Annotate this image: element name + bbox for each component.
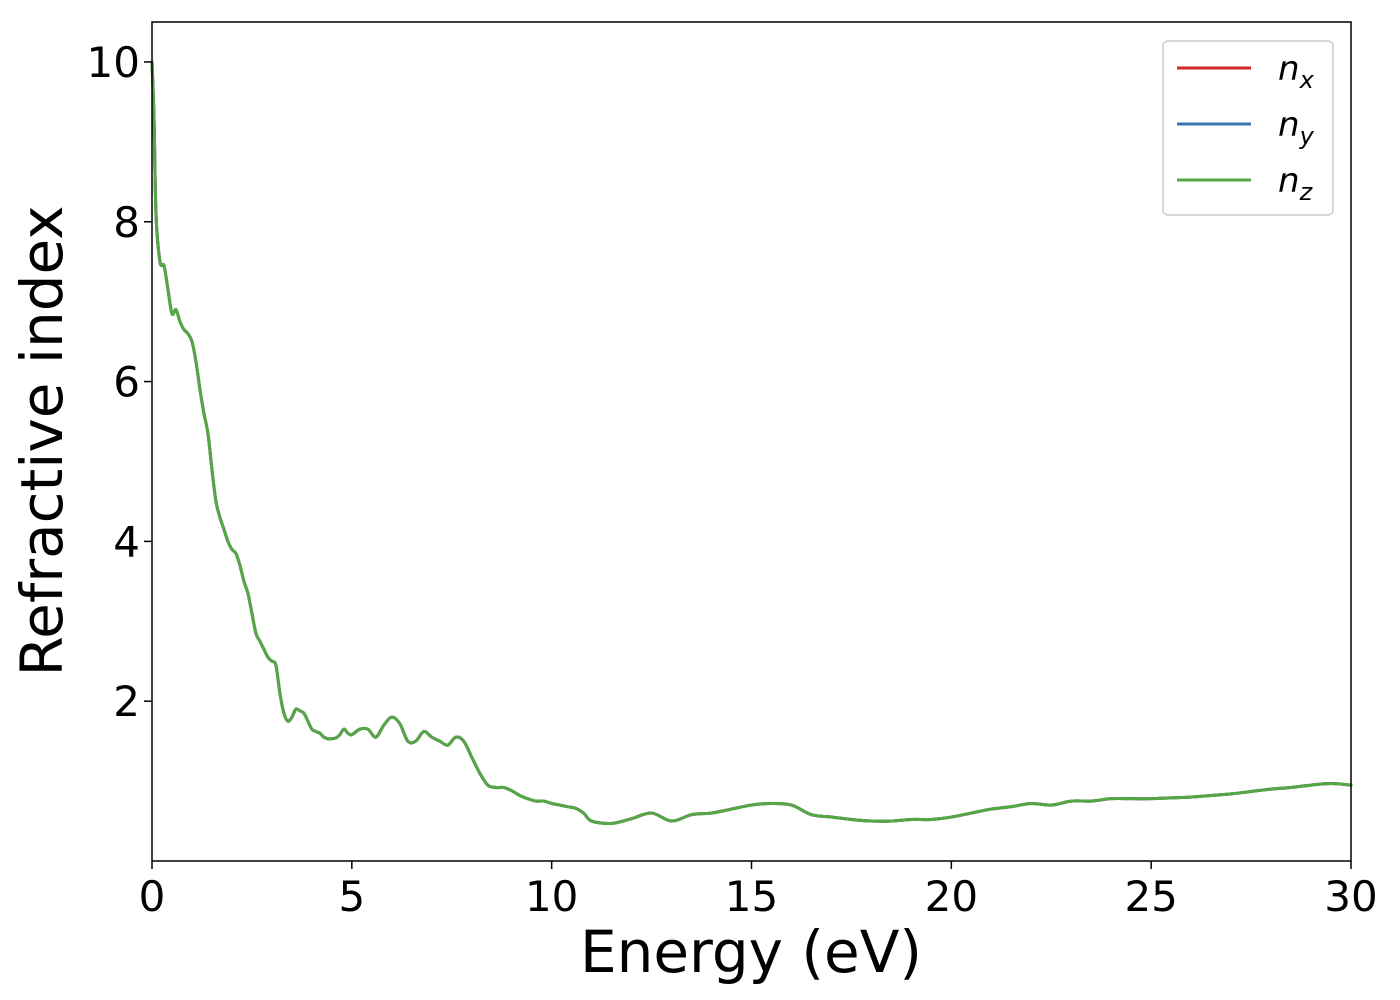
y-tick-label: 8 xyxy=(113,198,140,247)
legend-label-y: ny xyxy=(1278,105,1315,150)
x-axis: 0 5 10 15 20 25 30 xyxy=(139,861,1378,921)
x-tick-label: 5 xyxy=(338,872,365,921)
y-tick-label: 10 xyxy=(87,38,140,87)
x-tick-label: 25 xyxy=(1124,872,1177,921)
y-axis-title: Refractive index xyxy=(8,205,76,676)
y-axis: 2 4 6 8 10 xyxy=(87,38,152,726)
series-layer xyxy=(150,60,1353,826)
y-tick-label: 6 xyxy=(113,358,140,407)
x-tick-label: 0 xyxy=(139,872,166,921)
legend-box xyxy=(1162,40,1334,216)
x-tick-label: 15 xyxy=(725,872,778,921)
legend-label-z: nz xyxy=(1278,161,1314,206)
x-tick-label: 10 xyxy=(525,872,578,921)
x-axis-title: Energy (eV) xyxy=(580,918,922,986)
legend: nx ny nz xyxy=(1162,40,1334,216)
series-line-z xyxy=(150,60,1353,826)
x-tick-label: 20 xyxy=(925,872,978,921)
y-tick-label: 2 xyxy=(113,677,140,726)
y-tick-label: 4 xyxy=(113,517,140,566)
x-tick-label: 30 xyxy=(1324,872,1377,921)
legend-label-x: nx xyxy=(1278,49,1315,94)
